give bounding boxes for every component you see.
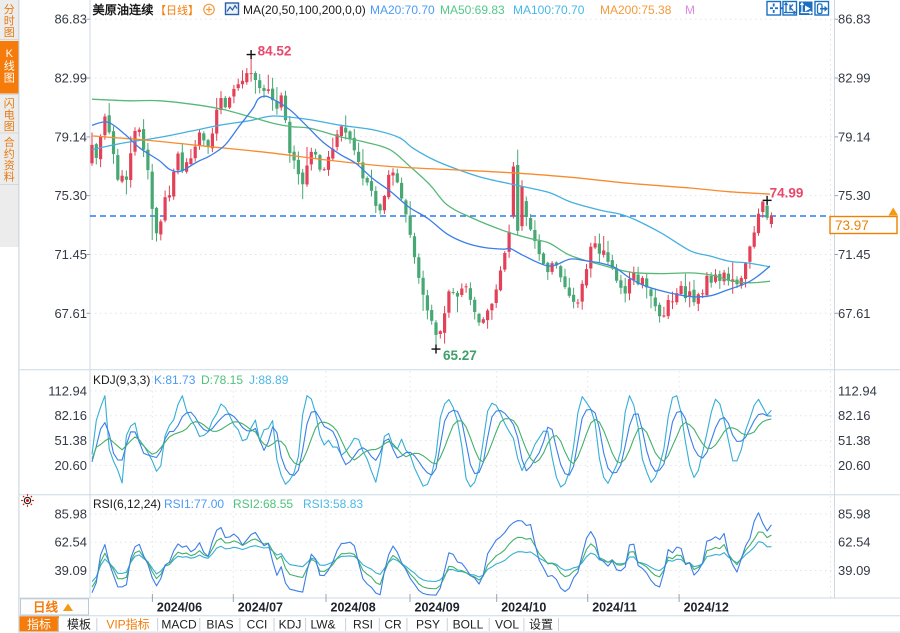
svg-text:KDJ(9,3,3): KDJ(9,3,3): [93, 373, 150, 387]
svg-text:62.54: 62.54: [838, 535, 871, 550]
svg-text:模板: 模板: [67, 618, 91, 632]
svg-text:MA200:75.38: MA200:75.38: [600, 3, 672, 17]
svg-text:75.30: 75.30: [838, 188, 871, 203]
svg-text:RSI2:68.55: RSI2:68.55: [233, 497, 293, 511]
svg-text:MA(20,50,100,200,0,0): MA(20,50,100,200,0,0): [243, 3, 366, 17]
svg-text:【日线】: 【日线】: [155, 3, 199, 17]
svg-text:资: 资: [4, 159, 15, 172]
svg-text:指标: 指标: [27, 617, 51, 632]
svg-text:20.60: 20.60: [54, 458, 87, 473]
svg-text:112.94: 112.94: [48, 383, 87, 398]
svg-text:RSI(6,12,24): RSI(6,12,24): [93, 497, 161, 511]
svg-text:84.52: 84.52: [258, 44, 292, 59]
svg-text:CCI: CCI: [247, 618, 268, 632]
svg-text:闪: 闪: [4, 96, 15, 110]
svg-text:J:88.89: J:88.89: [249, 373, 289, 387]
svg-text:82.16: 82.16: [838, 408, 871, 423]
svg-text:VIP指标: VIP指标: [106, 617, 149, 632]
svg-text:KDJ: KDJ: [279, 618, 302, 632]
svg-text:K:81.73: K:81.73: [154, 373, 196, 387]
svg-text:日线: 日线: [33, 600, 59, 615]
svg-text:85.98: 85.98: [54, 507, 87, 522]
svg-text:MA50:69.83: MA50:69.83: [440, 3, 505, 17]
svg-text:MA20:70.70: MA20:70.70: [370, 3, 435, 17]
svg-text:82.16: 82.16: [54, 408, 87, 423]
svg-text:电: 电: [4, 109, 15, 122]
svg-text:2024/08: 2024/08: [331, 601, 376, 615]
svg-text:D:78.15: D:78.15: [201, 373, 243, 387]
svg-text:2024/06: 2024/06: [157, 601, 202, 615]
svg-text:73.97: 73.97: [835, 218, 869, 233]
svg-text:79.14: 79.14: [54, 129, 87, 144]
svg-text:VOL: VOL: [495, 618, 519, 632]
svg-text:2024/12: 2024/12: [684, 601, 729, 615]
svg-text:BOLL: BOLL: [453, 618, 484, 632]
svg-text:85.98: 85.98: [838, 507, 871, 522]
svg-text:2024/09: 2024/09: [415, 601, 460, 615]
svg-text:MA100:70.70: MA100:70.70: [513, 3, 585, 17]
svg-text:线: 线: [4, 59, 15, 73]
svg-text:K: K: [6, 48, 14, 60]
svg-text:图: 图: [4, 72, 15, 85]
svg-text:分: 分: [4, 3, 15, 16]
svg-text:PSY: PSY: [416, 618, 440, 632]
svg-text:2024/07: 2024/07: [238, 601, 283, 615]
svg-text:67.61: 67.61: [838, 306, 871, 321]
svg-text:约: 约: [4, 148, 15, 161]
svg-text:86.83: 86.83: [838, 12, 871, 27]
svg-text:CR: CR: [384, 618, 402, 632]
svg-text:51.38: 51.38: [838, 433, 871, 448]
svg-text:112.94: 112.94: [838, 383, 877, 398]
svg-text:美原油连续: 美原油连续: [93, 2, 154, 17]
svg-text:2024/11: 2024/11: [592, 601, 637, 615]
svg-text:设置: 设置: [529, 618, 553, 632]
svg-text:料: 料: [4, 170, 15, 184]
svg-text:20.60: 20.60: [838, 458, 871, 473]
svg-text:M: M: [685, 3, 695, 17]
svg-text:BIAS: BIAS: [206, 618, 233, 632]
svg-text:合: 合: [4, 135, 15, 149]
svg-text:39.09: 39.09: [54, 563, 87, 578]
svg-text:RSI3:58.83: RSI3:58.83: [303, 497, 363, 511]
svg-text:71.45: 71.45: [54, 247, 87, 262]
svg-text:79.14: 79.14: [838, 129, 871, 144]
svg-text:51.38: 51.38: [54, 433, 87, 448]
svg-text:71.45: 71.45: [838, 247, 871, 262]
svg-text:75.30: 75.30: [54, 188, 87, 203]
svg-text:62.54: 62.54: [54, 535, 87, 550]
svg-text:67.61: 67.61: [54, 306, 87, 321]
svg-text:RSI: RSI: [353, 618, 373, 632]
svg-text:时: 时: [4, 15, 15, 28]
svg-text:65.27: 65.27: [443, 348, 477, 363]
svg-text:86.83: 86.83: [54, 12, 87, 27]
svg-text:39.09: 39.09: [838, 563, 871, 578]
svg-text:RSI1:77.00: RSI1:77.00: [164, 497, 224, 511]
svg-text:图: 图: [4, 26, 15, 39]
svg-text:74.99: 74.99: [770, 185, 804, 200]
svg-text:MACD: MACD: [161, 618, 197, 632]
svg-text:82.99: 82.99: [54, 71, 87, 86]
svg-text:82.99: 82.99: [838, 71, 871, 86]
svg-text:LW&: LW&: [310, 618, 335, 632]
svg-text:图: 图: [4, 120, 15, 133]
svg-text:2024/10: 2024/10: [501, 601, 546, 615]
